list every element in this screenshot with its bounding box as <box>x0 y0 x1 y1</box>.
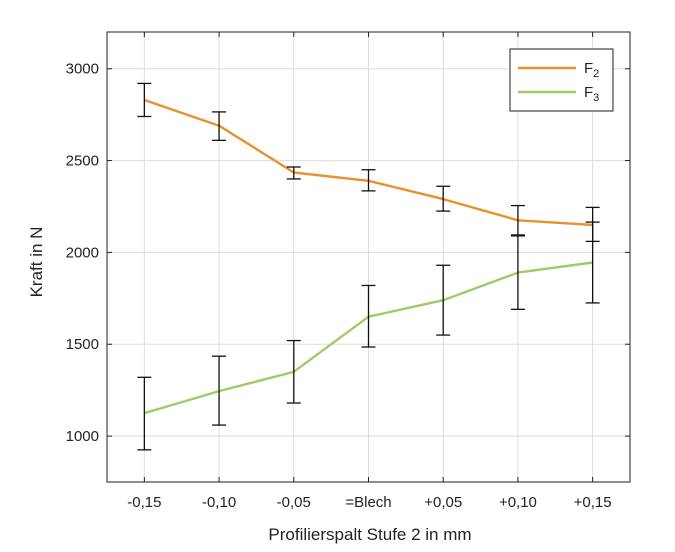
y-tick-label: 2000 <box>66 244 99 261</box>
x-tick-label: +0,10 <box>499 494 537 511</box>
x-tick-label: -0,10 <box>202 494 236 511</box>
y-tick-label: 3000 <box>66 61 99 78</box>
x-tick-label: -0,15 <box>127 494 161 511</box>
legend-label-f3-sub: 3 <box>593 92 599 104</box>
y-axis-title: Kraft in N <box>27 227 46 298</box>
legend-box <box>509 48 614 112</box>
x-axis-title: Profilierspalt Stufe 2 in mm <box>268 525 471 544</box>
series-layer <box>137 82 600 451</box>
y-tick-label: 1500 <box>66 336 99 353</box>
y-tick-label: 2500 <box>66 153 99 170</box>
axis-ticks: -0,15 -0,10 -0,05 =Blech +0,05 +0,10 +0,15 1000… <box>66 32 630 511</box>
legend: F2 F3 <box>509 48 614 112</box>
x-tick-label: +0,05 <box>424 494 462 511</box>
legend-label-f3: F3 <box>584 84 599 104</box>
x-tick-label: -0,05 <box>277 494 311 511</box>
y-tick-label: 1000 <box>66 428 99 445</box>
legend-label-f2: F2 <box>584 60 599 80</box>
legend-label-f3-main: F <box>584 84 593 101</box>
legend-label-f2-sub: 2 <box>593 68 599 80</box>
legend-label-f2-main: F <box>584 60 593 77</box>
x-tick-label: =Blech <box>345 494 391 511</box>
x-tick-label: +0,15 <box>574 494 612 511</box>
